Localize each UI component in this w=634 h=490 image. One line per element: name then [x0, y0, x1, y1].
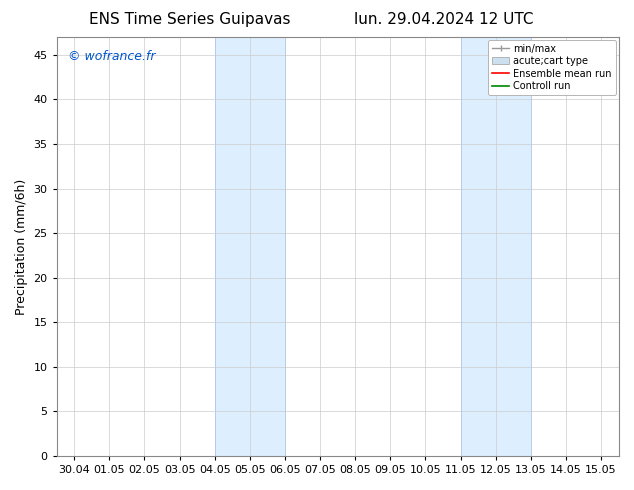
Bar — [215, 37, 285, 456]
Legend: min/max, acute;cart type, Ensemble mean run, Controll run: min/max, acute;cart type, Ensemble mean … — [488, 40, 616, 95]
Text: lun. 29.04.2024 12 UTC: lun. 29.04.2024 12 UTC — [354, 12, 534, 27]
Text: © wofrance.fr: © wofrance.fr — [68, 49, 155, 63]
Bar — [460, 37, 531, 456]
Text: ENS Time Series Guipavas: ENS Time Series Guipavas — [89, 12, 291, 27]
Y-axis label: Precipitation (mm/6h): Precipitation (mm/6h) — [15, 178, 28, 315]
